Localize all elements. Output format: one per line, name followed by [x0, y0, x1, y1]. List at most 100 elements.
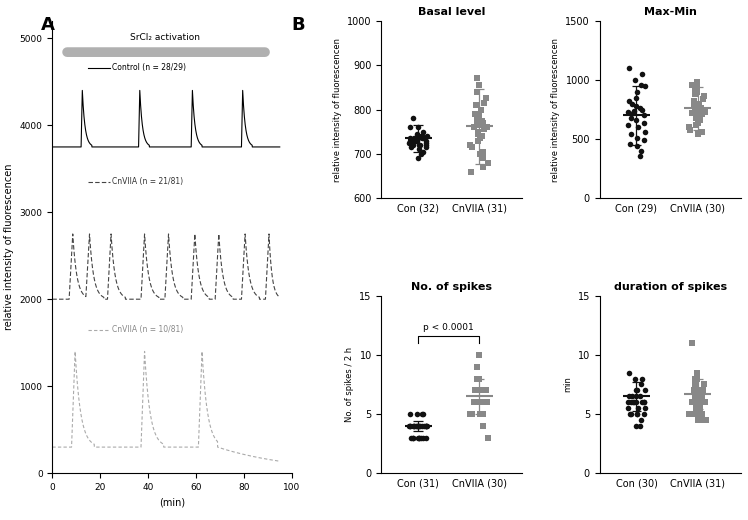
Point [472, 127, 484, 136]
Point [411, 129, 423, 138]
Point [688, 97, 700, 106]
Point [631, 94, 643, 102]
Point [479, 94, 491, 102]
Point [474, 398, 486, 407]
Point [477, 148, 489, 156]
Point [631, 102, 643, 110]
Point [420, 422, 432, 430]
Point [421, 422, 433, 430]
Point [413, 132, 425, 140]
Point [413, 145, 425, 153]
Point [412, 422, 424, 430]
Point [404, 136, 416, 145]
Point [625, 410, 637, 418]
Point [699, 398, 711, 407]
Point [405, 434, 417, 442]
Point [696, 392, 708, 400]
Point [634, 151, 646, 160]
Point [691, 106, 703, 114]
Point [622, 108, 634, 116]
Point [694, 404, 706, 412]
Point [622, 369, 634, 377]
Point [622, 121, 634, 129]
Point [687, 100, 699, 109]
Point [691, 83, 703, 91]
Point [405, 410, 417, 418]
Point [690, 111, 702, 120]
Point [692, 119, 704, 127]
Text: A: A [41, 16, 55, 34]
Point [622, 64, 634, 72]
Point [686, 109, 698, 117]
Point [634, 81, 646, 89]
Point [407, 114, 419, 123]
Point [414, 422, 426, 430]
Point [470, 386, 482, 395]
Point [469, 110, 481, 118]
Point [630, 116, 642, 124]
Point [407, 434, 419, 442]
Point [690, 410, 702, 418]
Point [690, 107, 702, 115]
Point [473, 374, 485, 383]
Point [689, 392, 701, 400]
Point [476, 386, 488, 395]
Point [413, 434, 425, 442]
Point [405, 134, 417, 142]
Point [470, 114, 482, 123]
Point [473, 112, 485, 120]
Point [624, 140, 636, 148]
Point [636, 398, 648, 407]
Point [415, 150, 427, 158]
Point [477, 386, 489, 395]
Point [690, 105, 702, 113]
Point [638, 111, 650, 120]
Y-axis label: relative intensity of fluorescencen: relative intensity of fluorescencen [551, 37, 560, 181]
Point [630, 398, 642, 407]
Point [476, 163, 488, 171]
Point [696, 386, 708, 395]
Point [418, 422, 430, 430]
Point [692, 404, 704, 412]
Point [638, 398, 650, 407]
Point [470, 386, 482, 395]
Point [625, 114, 637, 122]
Point [471, 74, 483, 83]
Point [691, 78, 703, 86]
Point [696, 110, 708, 119]
Point [682, 123, 694, 132]
Point [471, 116, 483, 125]
Point [691, 87, 703, 96]
Point [479, 386, 491, 395]
Point [634, 392, 646, 400]
Point [465, 167, 477, 176]
Point [622, 97, 634, 106]
Point [412, 123, 424, 132]
Point [482, 159, 494, 167]
Point [413, 422, 425, 430]
Point [420, 422, 432, 430]
Point [481, 398, 493, 407]
Point [635, 147, 647, 155]
Point [684, 125, 696, 134]
Title: Basal level: Basal level [418, 7, 485, 17]
Point [696, 106, 708, 114]
Point [408, 134, 420, 142]
Point [417, 434, 429, 442]
Point [691, 392, 703, 400]
Point [465, 141, 476, 149]
Point [690, 398, 702, 407]
Point [420, 143, 432, 151]
Point [699, 108, 711, 116]
Point [638, 410, 650, 418]
Point [469, 386, 481, 395]
Point [413, 434, 425, 442]
Point [412, 134, 424, 142]
Point [638, 119, 650, 127]
Point [636, 70, 648, 78]
Point [408, 422, 420, 430]
Point [629, 374, 641, 383]
Point [622, 398, 634, 407]
Point [482, 434, 494, 442]
Title: Max-Min: Max-Min [644, 7, 696, 17]
